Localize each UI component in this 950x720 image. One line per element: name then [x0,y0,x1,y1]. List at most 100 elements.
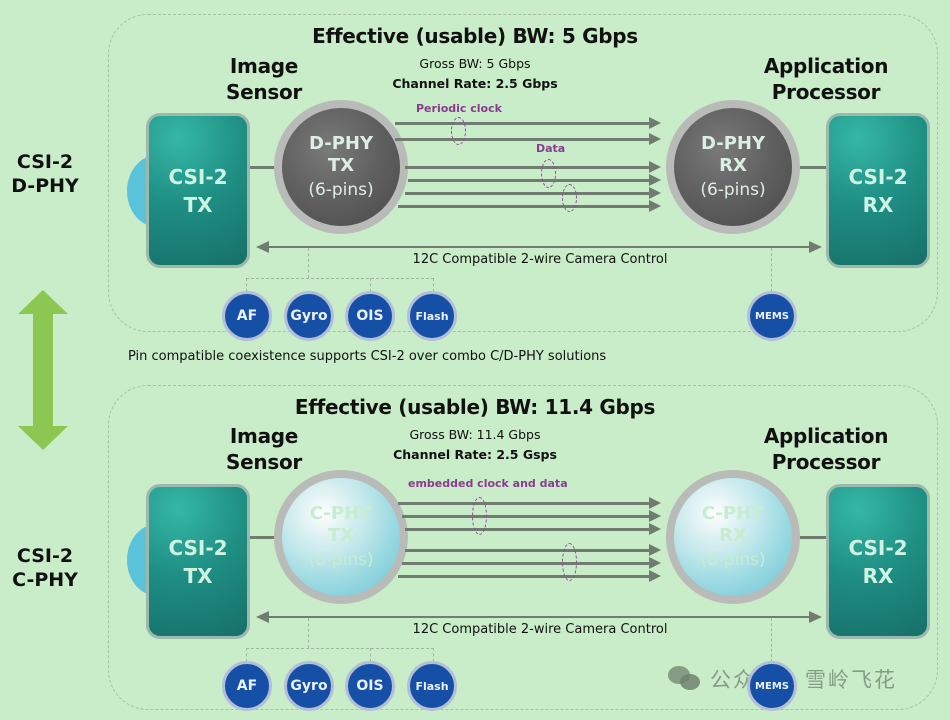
ois-peripheral[interactable]: OIS [345,661,395,711]
mems-peripheral[interactable]: MEMS [747,661,797,711]
camera-control-label: 12C Compatible 2-wire Camera Control [412,622,668,637]
heading-line2: Sensor [226,80,302,104]
app-processor-heading: Application Processor [746,53,906,105]
data-lane-wire [405,187,661,199]
csi2-tx-block[interactable]: CSI-2 TX [146,484,250,639]
gross-bw-label: Gross BW: 5 Gbps [419,56,531,71]
dphy-tx-circle[interactable]: D-PHY TX (6-pins) [274,100,408,234]
app-processor-heading: Application Processor [746,423,906,475]
cphy-panel [108,385,938,710]
connector-line [246,648,247,662]
flash-peripheral[interactable]: Flash [407,661,457,711]
phy-line1: D-PHY [700,133,766,154]
af-peripheral[interactable]: AF [222,291,272,341]
connector-line [370,648,371,662]
side-label-line1: CSI-2 [16,151,74,173]
embedded-clock-data-label: embedded clock and data [408,477,568,490]
data-lane-wire [408,174,661,186]
dphy-panel [108,14,938,332]
block-line2: RX [862,192,894,217]
gyro-peripheral[interactable]: Gyro [284,661,334,711]
dphy-section-label: CSI-2 D-PHY [0,150,90,198]
ois-peripheral[interactable]: OIS [345,291,395,341]
csi2-rx-block[interactable]: CSI-2 RX [826,113,930,268]
phy-line1: D-PHY [308,133,374,154]
block-line1: CSI-2 [848,535,908,560]
dphy-rx-circle[interactable]: D-PHY RX (6-pins) [666,100,800,234]
connector-line [246,278,247,292]
block-line1: CSI-2 [168,164,228,189]
trio-lane-wire [405,523,661,535]
watermark-text: 公众号 · 雪岭飞花 [710,668,898,692]
double-arrow-icon [18,290,68,450]
data-lane-ellipse [541,159,556,188]
side-label-line2: D-PHY [11,175,79,197]
image-sensor-heading: Image Sensor [184,423,344,475]
block-line2: RX [862,563,894,588]
gyro-peripheral[interactable]: Gyro [284,291,334,341]
phy-pins: (6-pins) [308,550,374,570]
clock-lane-wire [395,117,661,129]
camera-control-bus [256,611,822,623]
block-line1: CSI-2 [168,535,228,560]
clock-lane-ellipse [451,117,466,145]
data-lane-wire [398,200,661,212]
heading-line2: Processor [771,80,881,104]
csi2-rx-block[interactable]: CSI-2 RX [826,484,930,639]
heading-line2: Processor [771,450,881,474]
effective-bw-title: Effective (usable) BW: 5 Gbps [312,24,638,48]
connector-line [246,648,434,649]
phy-line2: TX [327,525,355,546]
trio-lane-wire [405,544,661,556]
heading-line1: Application [763,54,889,78]
arrow-left-icon [256,241,269,253]
data-lane-ellipse [562,184,577,212]
camera-control-label: 12C Compatible 2-wire Camera Control [412,252,668,267]
flash-peripheral[interactable]: Flash [407,291,457,341]
trio-lane-wire [402,557,661,569]
cphy-rx-circle[interactable]: C-PHY RX (6-pins) [666,470,800,604]
side-label-line1: CSI-2 [16,545,74,567]
wechat-icon [668,666,702,692]
data-label: Data [536,142,566,155]
effective-bw-title: Effective (usable) BW: 11.4 Gbps [294,395,656,419]
block-line2: TX [183,563,213,588]
trio-lane-wire [402,510,661,522]
trio-lane-wire [398,570,661,582]
phy-pins: (6-pins) [700,550,766,570]
trio-lane-wire [398,497,661,509]
rx-link-line [800,536,826,539]
watermark: 公众号 · 雪岭飞花 [668,664,897,694]
phy-line2: TX [327,155,355,176]
connector-line [771,618,772,662]
arrow-right-icon [809,611,822,623]
phy-line1: C-PHY [309,503,373,524]
cphy-tx-circle[interactable]: C-PHY TX (6-pins) [274,470,408,604]
arrow-left-icon [256,611,269,623]
arrow-right-icon [809,241,822,253]
coexistence-note: Pin compatible coexistence supports CSI-… [128,349,607,364]
tx-link-line [250,166,276,169]
phy-pins: (6-pins) [308,180,374,200]
trio-lane-ellipse [562,543,577,581]
connector-line [370,278,371,292]
channel-rate-label: Channel Rate: 2.5 Gsps [393,447,557,462]
phy-line1: C-PHY [701,503,765,524]
side-label-line2: C-PHY [12,569,78,591]
trio-lane-ellipse [472,497,487,535]
connector-line [308,618,309,648]
af-peripheral[interactable]: AF [222,661,272,711]
phy-pins: (6-pins) [700,180,766,200]
mems-peripheral[interactable]: MEMS [747,291,797,341]
connector-line [433,648,434,662]
csi2-tx-block[interactable]: CSI-2 TX [146,113,250,268]
connector-line [308,248,309,278]
phy-line2: RX [719,155,747,176]
rx-link-line [800,166,826,169]
heading-line1: Image [229,424,299,448]
connector-line [771,248,772,292]
heading-line1: Application [763,424,889,448]
phy-line2: RX [719,525,747,546]
tx-link-line [250,536,276,539]
channel-rate-label: Channel Rate: 2.5 Gbps [392,76,558,91]
